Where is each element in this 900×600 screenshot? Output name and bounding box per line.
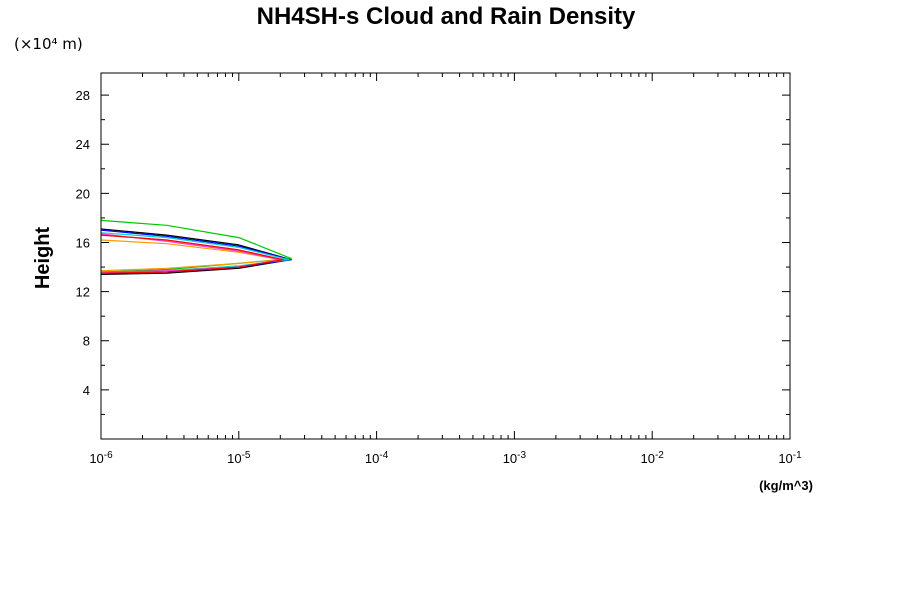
x-tick-exponent: -5 <box>242 450 251 461</box>
x-tick-exponent: -3 <box>517 450 526 461</box>
x-tick-label: 10-1 <box>778 450 802 466</box>
y-scale-note: (×10⁴ m) <box>14 35 83 53</box>
x-tick-exponent: -1 <box>793 450 802 461</box>
x-tick-base: 10 <box>227 451 241 466</box>
y-tick-label: 28 <box>76 88 90 103</box>
x-tick-base: 10 <box>778 451 792 466</box>
plot-frame <box>100 72 791 440</box>
chart-title: NH4SH-s Cloud and Rain Density <box>257 3 636 30</box>
series-layer <box>100 219 292 275</box>
x-axis-unit: (kg/m^3) <box>759 478 813 493</box>
y-tick-label: 20 <box>76 186 90 201</box>
y-tick-label: 4 <box>83 383 90 398</box>
y-tick-label: 12 <box>76 285 90 300</box>
x-tick-base: 10 <box>641 451 655 466</box>
y-axis-label: Height <box>32 227 54 290</box>
x-tick-base: 10 <box>503 451 517 466</box>
x-tick-exponent: -4 <box>379 450 388 461</box>
x-tick-label: 10-6 <box>89 450 113 466</box>
y-tick-label: 24 <box>76 137 90 152</box>
y-tick-label: 16 <box>76 235 90 250</box>
series-line-7 <box>100 234 284 274</box>
x-tick-exponent: -6 <box>104 450 113 461</box>
x-tick-exponent: -2 <box>655 450 664 461</box>
x-tick-label: 10-5 <box>227 450 251 466</box>
x-tick-label: 10-2 <box>641 450 665 466</box>
series-line-3 <box>100 219 292 273</box>
y-tick-label: 8 <box>83 334 90 349</box>
x-tick-label: 10-4 <box>365 450 389 466</box>
x-tick-label: 10-3 <box>503 450 527 466</box>
x-tick-base: 10 <box>365 451 379 466</box>
x-tick-base: 10 <box>89 451 103 466</box>
